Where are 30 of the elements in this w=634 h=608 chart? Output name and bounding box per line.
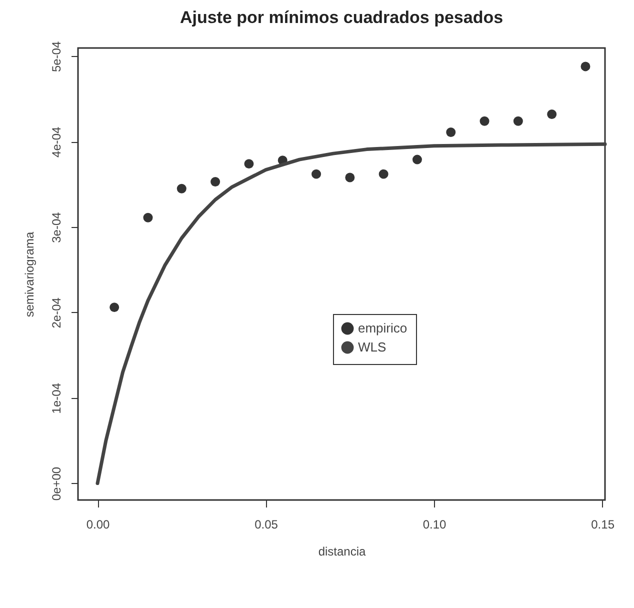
point (547, 110, 557, 120)
x-tick-label: 0.10 (422, 518, 447, 532)
line-series (96, 142, 607, 486)
point (176, 184, 186, 194)
point (143, 212, 153, 222)
point (312, 169, 322, 179)
point (210, 177, 220, 186)
y-tick-label: 3e-04 (50, 212, 64, 243)
y-tick-label: 0e+00 (50, 466, 64, 501)
point (580, 62, 590, 72)
legend-label: empirico (358, 320, 408, 336)
point (345, 172, 355, 182)
y-tick-label: 1e-04 (50, 382, 64, 414)
point (513, 116, 523, 126)
point (446, 127, 456, 137)
legend-label: WLS (358, 340, 386, 354)
point (378, 169, 388, 179)
x-tick-label: 0.00 (86, 518, 110, 532)
y-axis-title: semivariograma (22, 231, 36, 318)
x-tick-label: 0.15 (591, 518, 615, 532)
point (412, 154, 422, 164)
point (244, 159, 254, 169)
x-tick-label: 0.05 (254, 518, 278, 532)
x-axis-title: distancia (318, 544, 366, 558)
y-tick-label: 5e-04 (50, 41, 64, 72)
point (480, 116, 490, 126)
chart-title: Ajuste por mínimos cuadrados pesados (180, 8, 504, 27)
y-tick-label: 4e-04 (50, 126, 64, 158)
point (110, 302, 120, 312)
y-tick-label: 2e-04 (50, 297, 64, 328)
